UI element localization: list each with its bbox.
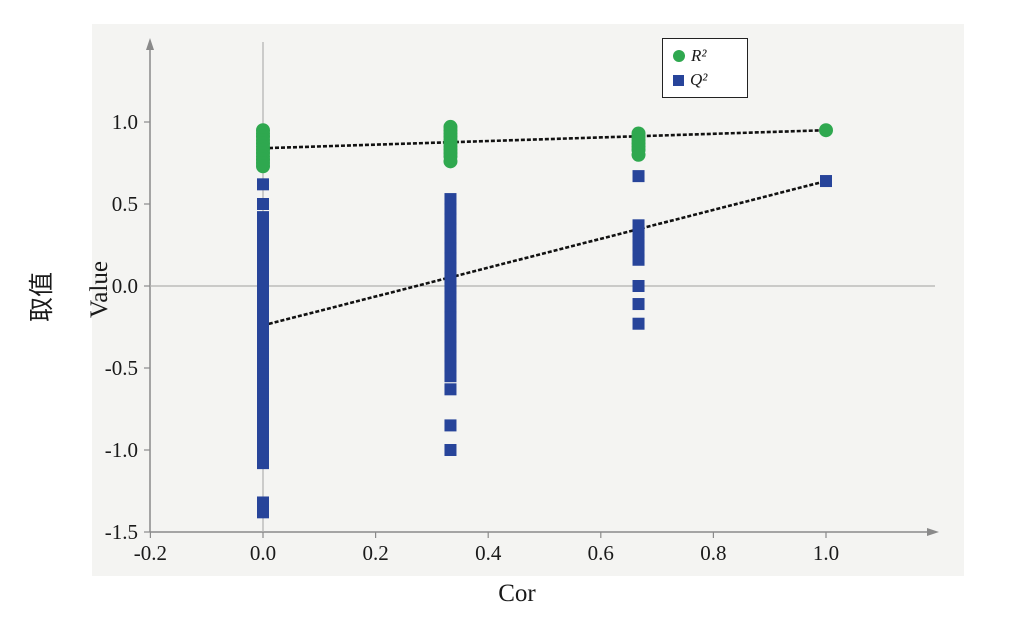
blue-square-icon — [673, 74, 684, 86]
q2-point — [257, 388, 269, 401]
x-tick-label: 0.0 — [250, 541, 276, 565]
y-axis-label-english: Value — [86, 261, 113, 318]
q2-point — [257, 398, 269, 411]
q2-point — [257, 230, 269, 243]
x-tick-label: 1.0 — [813, 541, 839, 565]
q2-point — [632, 170, 645, 183]
q2-point — [257, 299, 269, 312]
legend-label-q2: Q² — [690, 70, 708, 89]
q2-point — [257, 309, 269, 322]
q2-point — [257, 437, 269, 450]
q2-point — [257, 198, 269, 210]
data-points — [256, 119, 833, 519]
x-axis-label: Cor — [498, 580, 536, 607]
q2-point — [257, 289, 269, 302]
q2-point — [444, 232, 457, 245]
q2-point — [257, 329, 269, 342]
x-axis-arrow — [927, 528, 939, 536]
q2-point — [257, 368, 269, 381]
regression-line — [262, 179, 827, 327]
q2-point — [257, 506, 269, 519]
q2-point — [444, 291, 457, 304]
q2-point — [444, 202, 457, 215]
q2-point — [632, 280, 645, 292]
r2-point — [256, 159, 270, 174]
q2-point — [444, 242, 457, 255]
q2-point — [257, 427, 269, 440]
q2-point — [257, 280, 269, 292]
q2-point — [444, 252, 457, 265]
q2-point — [820, 175, 832, 188]
green-circle-icon — [673, 50, 685, 62]
y-tick-label: 0.0 — [112, 274, 138, 298]
y-tick-label: -1.0 — [105, 438, 138, 462]
q2-point — [444, 383, 457, 396]
y-tick-label: -1.5 — [105, 520, 138, 544]
q2-point — [257, 250, 269, 263]
x-tick-label: 0.4 — [475, 541, 502, 565]
q2-point — [257, 407, 269, 420]
legend-label-r2: R² — [691, 46, 707, 65]
q2-point — [444, 212, 457, 225]
q2-point — [257, 348, 269, 361]
legend: R² Q² — [662, 38, 748, 98]
q2-point — [257, 457, 269, 470]
q2-point — [444, 311, 457, 324]
q2-point — [444, 261, 457, 274]
q2-point — [257, 378, 269, 391]
q2-point — [444, 350, 457, 363]
q2-point — [257, 270, 269, 283]
q2-point — [257, 211, 269, 224]
legend-item-r2: R² — [673, 45, 706, 67]
y-axis-label-chinese: 取值 — [27, 271, 56, 322]
q2-point — [444, 419, 457, 432]
r2-point — [819, 123, 833, 138]
x-tick-label: 0.2 — [362, 541, 388, 565]
q2-point — [257, 447, 269, 460]
q2-point — [257, 260, 269, 273]
r2-point — [443, 154, 458, 169]
q2-point — [257, 240, 269, 253]
legend-item-q2: Q² — [673, 69, 707, 91]
q2-point — [444, 360, 457, 373]
q2-point — [444, 301, 457, 314]
y-axis-arrow — [146, 38, 154, 50]
q2-point — [444, 321, 457, 333]
q2-point — [444, 193, 457, 206]
q2-point — [444, 340, 457, 353]
q2-point — [632, 298, 645, 311]
q2-point — [257, 319, 269, 332]
r2-point — [631, 147, 646, 162]
q2-point — [257, 220, 269, 233]
x-tick-group: -0.2 0.0 0.2 0.4 0.6 0.8 1.0 — [134, 532, 839, 565]
q2-point — [444, 281, 457, 294]
q2-point — [257, 417, 269, 430]
y-tick-label: 1.0 — [112, 110, 138, 134]
q2-point — [257, 496, 269, 509]
q2-point — [444, 444, 457, 456]
y-tick-label: 0.5 — [112, 192, 138, 216]
q2-point — [444, 271, 457, 284]
x-tick-label: 0.6 — [588, 541, 614, 565]
y-tick-group: 1.0 0.5 0.0 -0.5 -1.0 -1.5 — [105, 110, 150, 544]
q2-point — [444, 222, 457, 235]
q2-point — [632, 253, 645, 266]
regression-lines — [262, 128, 827, 327]
q2-point — [444, 330, 457, 343]
x-tick-label: -0.2 — [134, 541, 167, 565]
regression-line — [262, 128, 827, 150]
q2-point — [444, 370, 457, 383]
x-tick-label: 0.8 — [700, 541, 726, 565]
q2-point — [632, 317, 645, 330]
q2-point — [257, 339, 269, 352]
q2-point — [257, 358, 269, 371]
y-tick-label: -0.5 — [105, 356, 138, 380]
plot-background — [92, 24, 964, 576]
q2-point — [257, 178, 269, 191]
